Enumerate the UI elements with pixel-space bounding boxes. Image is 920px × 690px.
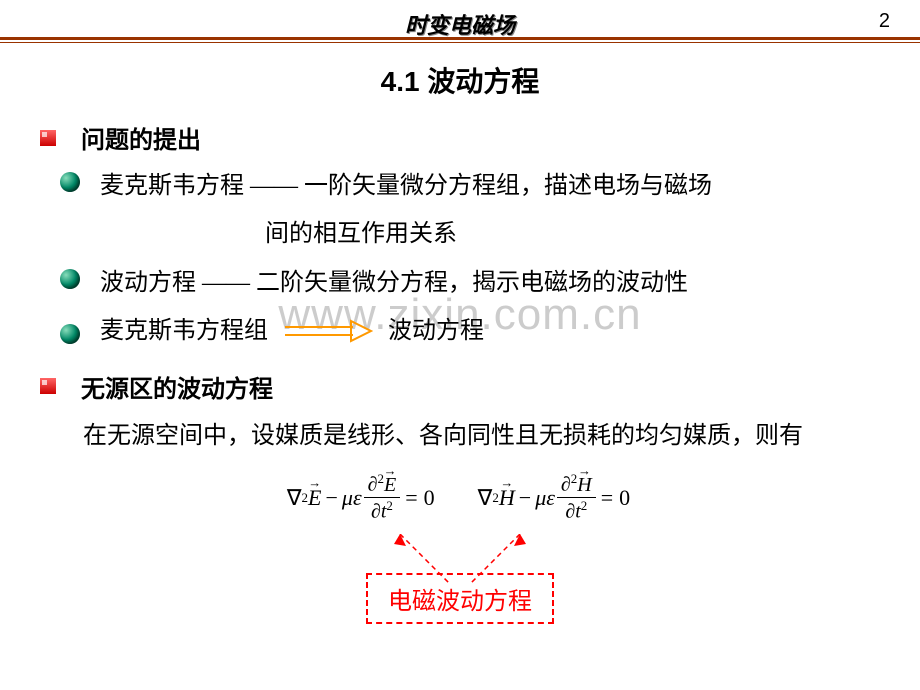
boxed-label: 电磁波动方程 — [366, 573, 554, 624]
red-square-icon — [40, 130, 56, 146]
sphere-icon — [60, 269, 80, 289]
slide-header: 时变电磁场 2 — [0, 0, 920, 40]
bullet-row-2: 波动方程 —— 二阶矢量微分方程，揭示电磁场的波动性 — [30, 264, 890, 302]
paragraph: 在无源空间中，设媒质是线形、各向同性且无损耗的均匀媒质，则有 — [30, 416, 890, 457]
bullet-2-text: 波动方程 —— 二阶矢量微分方程，揭示电磁场的波动性 — [100, 264, 688, 302]
bullet-1-text: 麦克斯韦方程 —— 一阶矢量微分方程组，描述电场与磁场 — [100, 167, 712, 205]
bullet-row-3: 麦克斯韦方程组 波动方程 — [30, 312, 890, 350]
heading-row-2: 无源区的波动方程 — [30, 369, 890, 404]
page-number: 2 — [879, 10, 890, 33]
wave-equation-e: ∇2→E −μ​ε ∂2→E ∂t2 =0 — [287, 471, 438, 523]
header-title: 时变电磁场 — [405, 8, 515, 40]
heading-2: 无源区的波动方程 — [81, 369, 273, 404]
heading-row-1: 问题的提出 — [30, 120, 890, 155]
equations-block: ∇2→E −μ​ε ∂2→E ∂t2 =0 ∇2→H −μ​ε ∂2→H ∂t2… — [30, 471, 890, 623]
bullet-3-left: 麦克斯韦方程组 — [100, 312, 268, 350]
callout-area: 电磁波动方程 — [30, 534, 890, 624]
heading-1: 问题的提出 — [81, 120, 201, 155]
slide-content: 4.1 波动方程 问题的提出 麦克斯韦方程 —— 一阶矢量微分方程组，描述电场与… — [0, 40, 920, 644]
bullet-row-1: 麦克斯韦方程 —— 一阶矢量微分方程组，描述电场与磁场 — [30, 167, 890, 205]
section-title: 4.1 波动方程 — [30, 60, 890, 100]
bullet-1-cont: 间的相互作用关系 — [265, 215, 890, 253]
sphere-icon — [60, 324, 80, 344]
sphere-icon — [60, 172, 80, 192]
bullet-3-right: 波动方程 — [388, 312, 484, 350]
arrow-right-icon — [283, 319, 373, 343]
wave-equation-h: ∇2→H −μ​ε ∂2→H ∂t2 =0 — [478, 471, 634, 523]
red-square-icon — [40, 378, 56, 394]
